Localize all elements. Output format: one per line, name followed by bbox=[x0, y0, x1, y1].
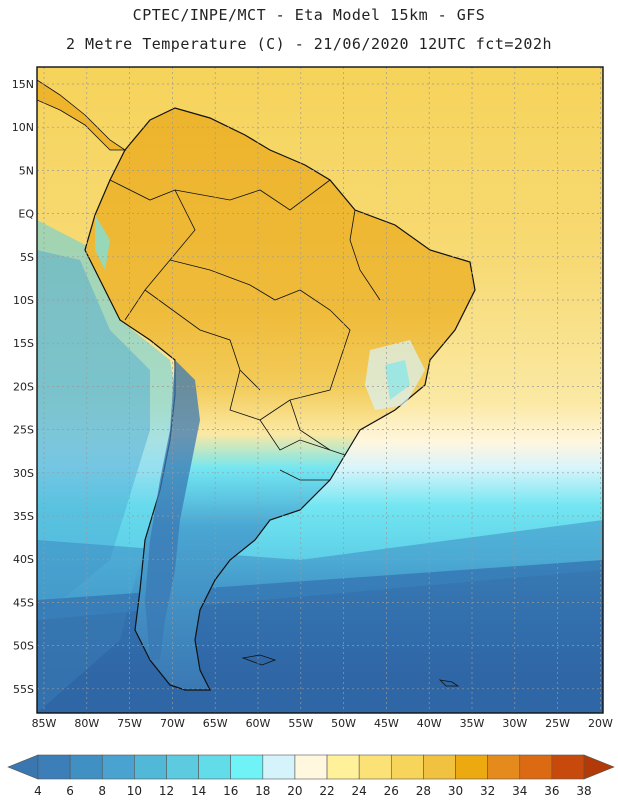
colorbar-tick-label: 6 bbox=[66, 784, 74, 798]
lon-label: 65W bbox=[203, 717, 228, 730]
lon-label: 85W bbox=[32, 717, 57, 730]
colorbar-tick-label: 14 bbox=[191, 784, 206, 798]
lon-label: 20W bbox=[588, 717, 613, 730]
graticule bbox=[37, 67, 603, 713]
lon-label: 80W bbox=[74, 717, 99, 730]
colorbar-cell bbox=[358, 754, 392, 780]
lon-label: 60W bbox=[246, 717, 271, 730]
lat-label: 45S bbox=[13, 596, 34, 609]
lon-label: 50W bbox=[331, 717, 356, 730]
falkland-islands bbox=[241, 654, 277, 666]
colorbar-tick-label: 18 bbox=[255, 784, 270, 798]
colorbar-tick-label: 36 bbox=[544, 784, 559, 798]
colorbar: 4 6 8 10 12 14 16 18 20 22 24 26 28 30 32 34 36 38 bbox=[7, 754, 615, 798]
lat-label: 10N bbox=[12, 121, 34, 134]
lon-label: 25W bbox=[545, 717, 570, 730]
lon-label: 45W bbox=[374, 717, 399, 730]
latitude-labels: 15N 10N 5N EQ 5S 10S 15S 20S 25S 30S 35S 40S 45S 50S 5… bbox=[12, 78, 35, 696]
lat-label: EQ bbox=[18, 208, 34, 221]
longitude-labels: 85W 80W 75W 70W 65W 60W 55W 50W 45W 40W 35W 30W 25W 2… bbox=[32, 717, 613, 730]
south-georgia bbox=[438, 679, 460, 687]
colorbar-cell bbox=[198, 754, 232, 780]
colorbar-tick-label: 4 bbox=[34, 784, 42, 798]
colorbar-cell bbox=[519, 754, 553, 780]
colorbar-cell bbox=[69, 754, 103, 780]
colorbar-tick-label: 8 bbox=[98, 784, 106, 798]
colorbar-cell bbox=[134, 754, 167, 780]
colorbar-cell bbox=[294, 754, 328, 780]
lat-label: 25S bbox=[13, 424, 34, 437]
lon-label: 70W bbox=[160, 717, 185, 730]
lat-label: 35S bbox=[13, 510, 34, 523]
colorbar-tick-label: 12 bbox=[159, 784, 174, 798]
colorbar-cell bbox=[262, 754, 296, 780]
colorbar-cell bbox=[390, 754, 424, 780]
map-frame bbox=[36, 66, 604, 714]
colorbar-cell bbox=[487, 754, 521, 780]
lon-label: 55W bbox=[288, 717, 313, 730]
lat-label: 55S bbox=[13, 683, 34, 696]
lat-label: 5S bbox=[20, 251, 34, 264]
andes-cold-ridge bbox=[145, 360, 200, 660]
colorbar-tick-label: 10 bbox=[127, 784, 142, 798]
colorbar-tick-label: 28 bbox=[416, 784, 431, 798]
lon-label: 30W bbox=[502, 717, 527, 730]
south-america-landmass bbox=[84, 107, 476, 691]
colorbar-tick-label: 16 bbox=[223, 784, 238, 798]
lat-label: 40S bbox=[13, 553, 34, 566]
lon-label: 35W bbox=[460, 717, 485, 730]
colorbar-cell bbox=[37, 754, 71, 780]
lat-label: 15S bbox=[13, 337, 34, 350]
lat-label: 5N bbox=[19, 164, 34, 177]
colorbar-tick-label: 38 bbox=[576, 784, 591, 798]
lon-label: 75W bbox=[117, 717, 142, 730]
colorbar-tick-label: 32 bbox=[480, 784, 495, 798]
colorbar-tick-label: 26 bbox=[384, 784, 399, 798]
map-subtitle: 2 Metre Temperature (C) - 21/06/2020 12U… bbox=[65, 35, 553, 53]
lat-label: 10S bbox=[13, 294, 34, 307]
colorbar-tick-label: 30 bbox=[448, 784, 463, 798]
colorbar-cell bbox=[230, 754, 264, 780]
colorbar-tick-label: 22 bbox=[319, 784, 334, 798]
country-borders bbox=[109, 179, 381, 481]
lat-label: 15N bbox=[12, 78, 34, 91]
colorbar-right-arrow bbox=[583, 754, 615, 780]
central-america bbox=[37, 79, 127, 151]
colorbar-cell bbox=[326, 754, 360, 780]
colorbar-tick-label: 24 bbox=[352, 784, 367, 798]
lat-label: 50S bbox=[13, 640, 34, 653]
colorbar-cell bbox=[455, 754, 488, 780]
colorbar-tick-label: 34 bbox=[512, 784, 527, 798]
colorbar-tick-label: 20 bbox=[287, 784, 302, 798]
map-field bbox=[37, 67, 603, 713]
lat-label: 30S bbox=[13, 467, 34, 480]
colorbar-cell bbox=[166, 754, 199, 780]
colorbar-cell bbox=[551, 754, 585, 780]
colorbar-cell bbox=[101, 754, 135, 780]
map-title: CPTEC/INPE/MCT - Eta Model 15km - GFS bbox=[132, 6, 486, 24]
colorbar-left-arrow bbox=[7, 754, 39, 780]
lat-label: 20S bbox=[13, 380, 34, 393]
colorbar-cell bbox=[423, 754, 456, 780]
lon-label: 40W bbox=[417, 717, 442, 730]
